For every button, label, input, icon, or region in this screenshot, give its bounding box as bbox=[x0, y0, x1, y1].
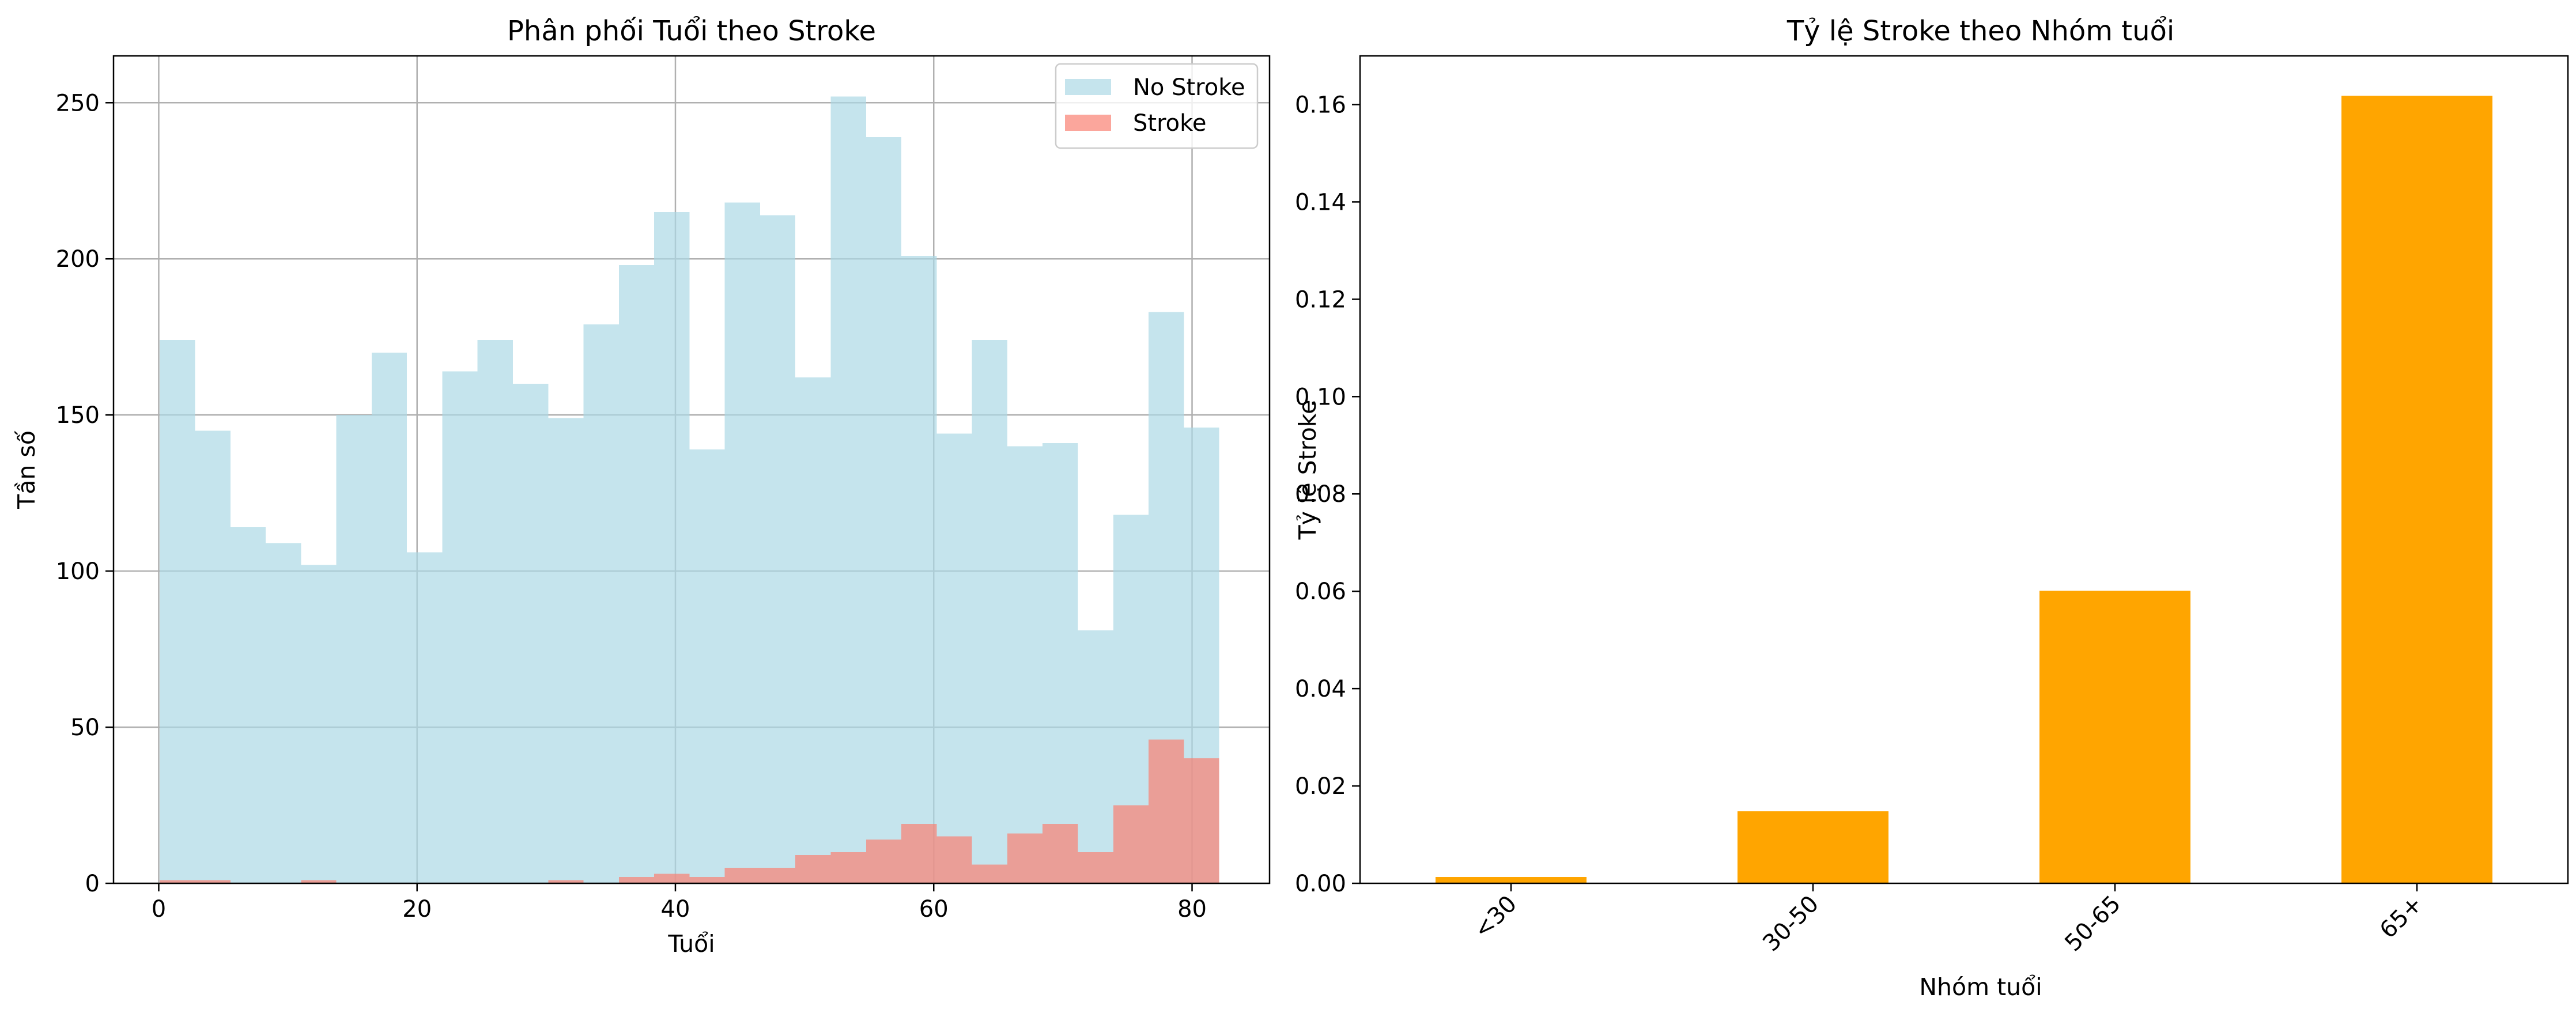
stroke-histogram-bar bbox=[160, 880, 195, 883]
stroke-histogram-bar bbox=[1113, 805, 1149, 883]
no-stroke-histogram-bar bbox=[689, 449, 725, 883]
stroke-histogram-bar bbox=[689, 877, 725, 883]
stroke-histogram-bar bbox=[195, 880, 231, 883]
no-stroke-histogram-bar bbox=[901, 255, 937, 883]
histogram-x-ticks: 0 20 40 60 80 bbox=[152, 883, 1207, 923]
stroke-histogram-bar bbox=[936, 836, 972, 883]
histogram-y-tick-label: 250 bbox=[56, 90, 100, 116]
legend-swatch-stroke bbox=[1065, 115, 1111, 131]
stroke-rate-bar bbox=[2039, 591, 2190, 883]
histogram-y-tick-label: 150 bbox=[56, 402, 100, 429]
histogram-x-tick-label: 60 bbox=[919, 896, 949, 923]
bar-chart-y-tick-label: 0.12 bbox=[1295, 286, 1346, 313]
bar-chart-y-axis-label: Tỷ lệ Stroke bbox=[1294, 400, 1321, 540]
no-stroke-histogram-bar bbox=[830, 96, 866, 883]
histogram-y-tick-label: 200 bbox=[56, 246, 100, 273]
stroke-histogram-bar bbox=[618, 877, 655, 883]
no-stroke-histogram-bar bbox=[477, 340, 513, 883]
stroke-histogram-bar bbox=[830, 852, 866, 883]
histogram-y-tick-label: 0 bbox=[85, 871, 100, 897]
no-stroke-histogram-bar bbox=[1043, 443, 1078, 883]
bar-chart-y-tick-label: 0.02 bbox=[1295, 773, 1346, 800]
legend-label-stroke: Stroke bbox=[1133, 110, 1206, 137]
stroke-histogram-bar bbox=[1043, 824, 1078, 883]
no-stroke-histogram-bar bbox=[1007, 446, 1043, 883]
no-stroke-histogram-bar bbox=[618, 265, 655, 883]
no-stroke-histogram-bar bbox=[195, 430, 231, 883]
no-stroke-histogram-bar bbox=[266, 543, 301, 883]
no-stroke-histogram-bar bbox=[160, 340, 195, 883]
histogram-y-tick-label: 50 bbox=[70, 714, 100, 741]
stroke-histogram-bar bbox=[901, 824, 937, 883]
no-stroke-histogram-bar bbox=[548, 418, 584, 883]
histogram-title: Phân phối Tuổi theo Stroke bbox=[507, 15, 876, 47]
no-stroke-histogram-bar bbox=[336, 415, 372, 883]
no-stroke-histogram-bar bbox=[724, 202, 760, 884]
histogram-x-axis-label: Tuổi bbox=[667, 930, 715, 958]
histogram-x-tick-label: 40 bbox=[661, 896, 690, 923]
bar-chart-x-axis-label: Nhóm tuổi bbox=[1919, 973, 2042, 1001]
histogram-legend: No Stroke Stroke bbox=[1055, 63, 1259, 149]
stroke-histogram-bar bbox=[760, 867, 796, 883]
no-stroke-histogram-bar bbox=[972, 340, 1007, 883]
histogram-x-tick-label: 0 bbox=[152, 896, 166, 923]
no-stroke-histogram-bar bbox=[442, 371, 478, 883]
stroke-histogram-bar bbox=[1007, 833, 1043, 883]
bar-chart-y-tick-label: 0.16 bbox=[1295, 92, 1346, 118]
bar-chart-y-tick-label: 0.10 bbox=[1295, 384, 1346, 410]
no-stroke-histogram-bar bbox=[866, 137, 902, 883]
no-stroke-histogram-bar bbox=[513, 383, 549, 883]
no-stroke-histogram-bar bbox=[407, 552, 443, 883]
bar-chart-title: Tỷ lệ Stroke theo Nhóm tuổi bbox=[1786, 15, 2174, 47]
no-stroke-histogram-bar bbox=[760, 215, 796, 883]
stroke-rate-bar bbox=[1738, 811, 1888, 883]
histogram-bars bbox=[160, 96, 1219, 884]
no-stroke-histogram-bar bbox=[301, 565, 337, 883]
bar-chart-y-tick-label: 0.00 bbox=[1295, 871, 1346, 897]
stroke-rate-bars bbox=[1436, 96, 2492, 884]
stroke-histogram-bar bbox=[972, 864, 1007, 883]
histogram-x-tick-label: 20 bbox=[402, 896, 432, 923]
histogram-y-axis-label: Tần số bbox=[13, 430, 40, 509]
histogram-y-ticks: 0 50 100 150 200 250 bbox=[56, 90, 114, 897]
bar-chart-y-tick-label: 0.04 bbox=[1295, 676, 1346, 702]
no-stroke-histogram-bar bbox=[583, 324, 619, 883]
bar-chart-y-tick-label: 0.14 bbox=[1295, 189, 1346, 216]
stroke-histogram-bar bbox=[866, 840, 902, 883]
stroke-histogram-bar bbox=[1149, 739, 1184, 883]
no-stroke-histogram-bar bbox=[230, 527, 266, 883]
stroke-histogram-bar bbox=[724, 867, 760, 883]
stroke-histogram-bar bbox=[1184, 758, 1219, 883]
stroke-histogram-bar bbox=[1078, 852, 1113, 883]
no-stroke-histogram-bar bbox=[936, 433, 972, 883]
histogram-axes-frame bbox=[112, 55, 1271, 884]
legend-label-no-stroke: No Stroke bbox=[1133, 74, 1245, 101]
histogram-y-tick-label: 100 bbox=[56, 558, 100, 585]
legend-swatch-no-stroke bbox=[1065, 79, 1111, 95]
no-stroke-histogram-bar bbox=[371, 352, 407, 883]
stroke-histogram-bar bbox=[795, 855, 831, 883]
stroke-histogram-bar bbox=[301, 880, 337, 883]
stroke-histogram-bar bbox=[654, 874, 690, 883]
stroke-rate-bar bbox=[2341, 96, 2492, 884]
bar-chart-y-tick-label: 0.08 bbox=[1295, 481, 1346, 508]
bar-chart-y-tick-label: 0.06 bbox=[1295, 579, 1346, 605]
stroke-rate-bar bbox=[1436, 877, 1587, 883]
age-histogram-panel: Phân phối Tuổi theo Stroke 0 20 40 60 80 0 50… bbox=[13, 15, 1271, 958]
stroke-histogram-bar bbox=[548, 880, 584, 883]
no-stroke-histogram-bar bbox=[1078, 630, 1113, 883]
histogram-x-tick-label: 80 bbox=[1177, 896, 1207, 923]
bar-chart-y-ticks: 0.00 0.02 0.04 0.06 0.08 0.10 0.12 0.14 0.16 bbox=[1295, 92, 1360, 897]
no-stroke-histogram-bar bbox=[654, 211, 690, 884]
no-stroke-histogram-bar bbox=[795, 377, 831, 883]
bar-chart-axes-frame bbox=[1359, 55, 2569, 884]
